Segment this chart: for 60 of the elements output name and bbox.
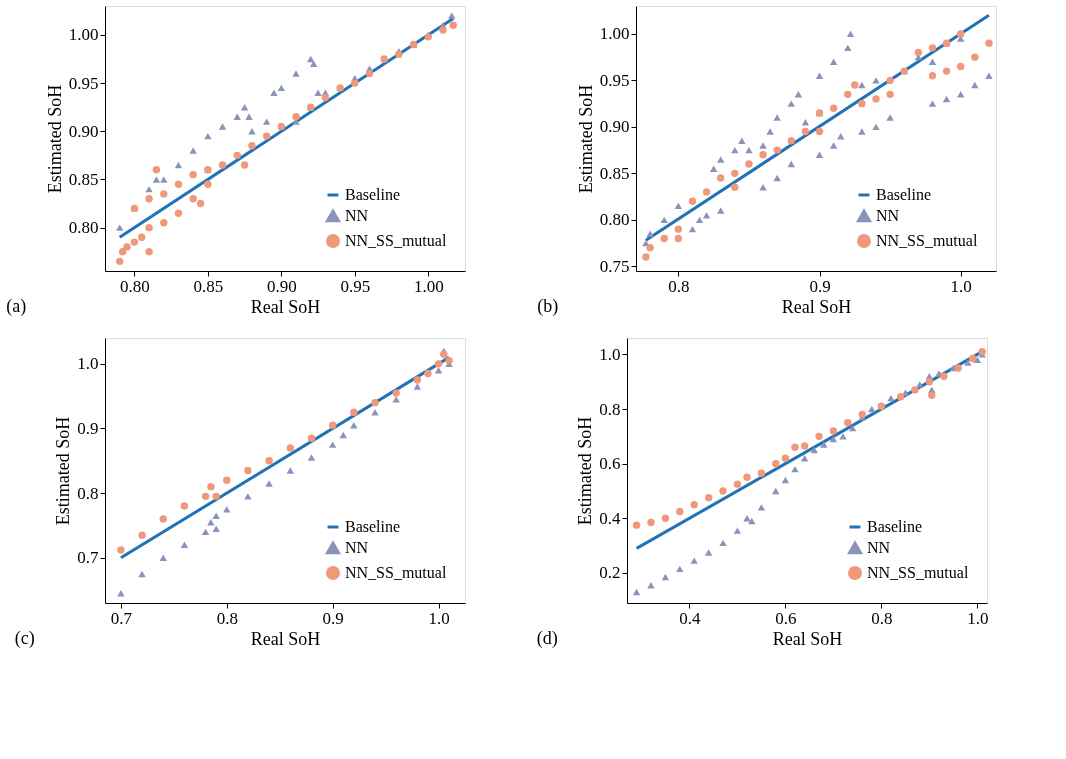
text: (a) — [6, 296, 27, 317]
text: (b) — [537, 296, 559, 317]
x-tick-label: 1.0 — [428, 608, 450, 628]
y-tick-label: 0.95 — [68, 73, 99, 93]
x-tick-label: 0.9 — [322, 608, 344, 628]
x-tick-label: 0.8 — [216, 608, 238, 628]
legend-label: NN_SS_mutual — [345, 232, 447, 249]
x-tick-label: 0.95 — [340, 276, 371, 296]
y-tick-label: 1.0 — [599, 344, 621, 364]
legend-label: Baseline — [876, 186, 932, 203]
y-tick-label: 0.9 — [77, 418, 99, 438]
y-tick-label: 0.95 — [599, 70, 630, 90]
y-tick-label: 1.00 — [68, 25, 99, 45]
y-tick-label: 0.7 — [77, 548, 99, 568]
legend-label: NN — [876, 207, 900, 224]
x-axis-title: Real SoH — [250, 628, 321, 649]
y-tick-label: 0.8 — [77, 483, 99, 503]
y-axis-title: Estimated SoH — [575, 416, 596, 526]
y-tick-label: 0.4 — [599, 508, 621, 528]
x-tick-label: 0.85 — [193, 276, 224, 296]
legend-label: NN — [345, 539, 369, 556]
x-tick-label: 0.4 — [679, 608, 702, 628]
legend-label: NN — [867, 539, 891, 556]
y-axis-title: Estimated SoH — [44, 84, 65, 194]
legend-label: Baseline — [867, 518, 923, 535]
x-tick-label: 1.0 — [967, 608, 989, 628]
y-tick-label: 0.90 — [68, 121, 99, 141]
y-tick-label: 0.85 — [599, 163, 630, 183]
x-axis-title: Real SoH — [250, 296, 321, 317]
x-tick-label: 0.8 — [668, 276, 690, 296]
y-tick-label: 0.6 — [599, 454, 621, 474]
legend-label: Baseline — [345, 186, 401, 203]
x-tick-label: 0.6 — [775, 608, 797, 628]
y-tick-label: 0.75 — [599, 256, 630, 276]
y-tick-label: 1.0 — [77, 354, 99, 374]
x-axis-title: Real SoH — [781, 296, 852, 317]
legend-label: NN — [345, 207, 369, 224]
x-tick-label: 1.00 — [413, 276, 444, 296]
legend-label: NN_SS_mutual — [867, 564, 969, 581]
y-tick-label: 0.85 — [68, 169, 99, 189]
x-axis-title: Real SoH — [772, 628, 843, 649]
y-axis-title: Estimated SoH — [53, 416, 74, 526]
text: (c) — [14, 628, 35, 649]
legend-label: NN_SS_mutual — [345, 564, 447, 581]
x-tick-label: 0.9 — [809, 276, 831, 296]
y-tick-label: 0.8 — [599, 399, 621, 419]
x-tick-label: 0.90 — [266, 276, 297, 296]
x-tick-label: 0.8 — [871, 608, 893, 628]
y-tick-label: 0.80 — [68, 218, 99, 238]
text: (d) — [536, 628, 558, 649]
y-tick-label: 0.90 — [599, 117, 630, 137]
y-tick-label: 0.80 — [599, 210, 630, 230]
y-axis-title: Estimated SoH — [575, 84, 596, 194]
legend-label: NN_SS_mutual — [876, 232, 978, 249]
x-tick-label: 0.80 — [120, 276, 150, 296]
legend-label: Baseline — [345, 518, 401, 535]
y-tick-label: 1.00 — [599, 24, 630, 44]
y-tick-label: 0.2 — [599, 563, 621, 583]
x-tick-label: 1.0 — [950, 276, 972, 296]
x-tick-label: 0.7 — [110, 608, 133, 628]
